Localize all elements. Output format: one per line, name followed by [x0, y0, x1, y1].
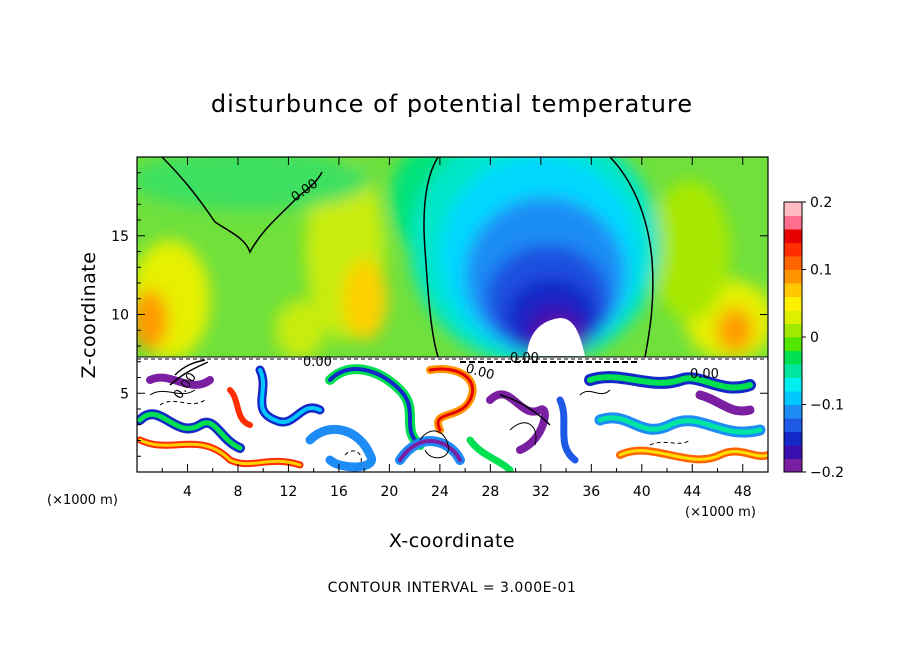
x-tick-label: 20	[380, 484, 398, 500]
x-tick-label: 28	[481, 484, 499, 500]
colorbar-swatch	[784, 445, 802, 459]
y-axis-unit-label: (×1000 m)	[47, 493, 118, 508]
colorbar-swatch	[784, 337, 802, 351]
y-axis: 5 10 15	[111, 172, 768, 457]
colorbar-tick-label: 0.2	[810, 195, 832, 211]
colorbar-swatch	[784, 323, 802, 338]
colorbar-swatch	[784, 404, 802, 419]
upper-field	[137, 157, 768, 357]
x-tick-label: 32	[532, 484, 550, 500]
colorbar-tick-label: −0.1	[810, 398, 844, 414]
x-tick-label: 24	[431, 484, 449, 500]
x-tick-label: 44	[683, 484, 701, 500]
x-tick-label: 48	[734, 484, 752, 500]
contour-label: 0.00	[303, 355, 332, 370]
colorbar-swatch	[784, 269, 802, 284]
colorbar-swatch	[784, 431, 802, 446]
y-tick-label: 15	[111, 229, 129, 245]
colorbar-tick-label: 0	[810, 330, 819, 346]
colorbar-swatch	[784, 215, 802, 230]
colorbar-swatch	[784, 350, 802, 365]
colorbar-swatch	[784, 310, 802, 324]
x-axis-unit-label: (×1000 m)	[685, 505, 756, 520]
contour-label: 0.00	[690, 367, 719, 382]
colorbar-swatch	[784, 242, 802, 257]
colorbar-swatch	[784, 283, 802, 297]
plot-area: 0.00 0.00 0.00 0.00 0.00 0.00	[137, 157, 768, 472]
x-axis: 4 8 12 16 20 24 28 32 36 40 44 48	[161, 157, 752, 500]
contour-label: 0.00	[464, 361, 496, 383]
colorbar-swatch	[784, 202, 802, 216]
turbulent-layer	[137, 357, 768, 472]
x-tick-label: 40	[633, 484, 651, 500]
colorbar-swatch	[784, 458, 802, 473]
colorbar-swatch	[784, 364, 802, 378]
chart-title: disturbunce of potential temperature	[211, 90, 693, 118]
colorbar: 0.2 0.1 0 −0.1 −0.2	[783, 195, 844, 481]
y-tick-label: 5	[120, 386, 129, 402]
contour-label: 0.00	[510, 351, 539, 366]
colorbar-swatch	[784, 377, 802, 392]
colorbar-swatch	[784, 418, 802, 432]
x-tick-label: 8	[233, 484, 242, 500]
colorbar-swatch	[784, 256, 802, 270]
colorbar-tick-label: 0.1	[810, 263, 832, 279]
x-tick-label: 12	[280, 484, 298, 500]
x-tick-label: 36	[582, 484, 600, 500]
x-tick-label: 16	[330, 484, 348, 500]
x-tick-label: 4	[183, 484, 192, 500]
contour-lines	[137, 157, 768, 426]
y-tick-label: 10	[111, 308, 129, 324]
colorbar-tick-label: −0.2	[810, 465, 844, 481]
contour-interval-note: CONTOUR INTERVAL = 3.000E-01	[328, 580, 577, 596]
colorbar-swatch	[784, 229, 802, 243]
colorbar-swatch	[784, 296, 802, 311]
colorbar-swatch	[784, 391, 802, 405]
y-axis-title: Z-coordinate	[78, 252, 100, 379]
x-axis-title: X-coordinate	[389, 530, 515, 552]
